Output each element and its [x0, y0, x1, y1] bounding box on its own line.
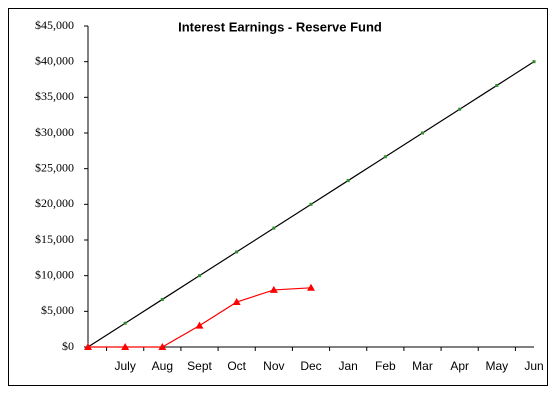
data-point: [84, 343, 92, 350]
data-point: [272, 226, 276, 230]
y-tick-label: $15,000: [35, 232, 74, 246]
data-point: [532, 60, 536, 64]
y-tick-label: $25,000: [35, 160, 74, 174]
y-tick-label: $45,000: [35, 18, 74, 32]
y-tick-label: $40,000: [35, 53, 74, 67]
y-tick-label: $5,000: [41, 303, 74, 317]
data-point: [307, 283, 315, 291]
data-point: [346, 179, 350, 183]
data-point: [121, 343, 130, 350]
data-point: [195, 321, 204, 329]
x-tick-label: Dec: [300, 359, 321, 373]
data-point: [235, 250, 239, 254]
x-tick-label: Jun: [524, 359, 543, 373]
data-point: [232, 298, 241, 306]
y-tick-label: $20,000: [35, 196, 74, 210]
x-tick-label: May: [485, 359, 508, 373]
data-point: [458, 107, 462, 111]
x-tick-label: Aug: [152, 359, 173, 373]
x-tick-label: Mar: [412, 359, 433, 373]
data-point: [269, 285, 278, 293]
x-tick-label: July: [114, 359, 135, 373]
data-point: [198, 274, 201, 278]
y-tick-label: $30,000: [35, 125, 74, 139]
x-tick-label: Sept: [187, 359, 212, 373]
y-tick-label: $0: [62, 339, 74, 353]
data-point: [421, 131, 424, 135]
y-tick-label: $10,000: [35, 267, 74, 281]
data-point: [309, 202, 313, 206]
x-tick-label: Jan: [338, 359, 357, 373]
y-tick-label: $35,000: [35, 89, 74, 103]
chart-border: [8, 8, 548, 386]
data-point: [495, 83, 499, 87]
chart-title: Interest Earnings - Reserve Fund: [178, 19, 382, 34]
data-point: [158, 343, 167, 350]
data-point: [123, 321, 127, 325]
x-tick-label: Oct: [227, 359, 246, 373]
data-point: [383, 155, 387, 159]
x-tick-label: Nov: [263, 359, 284, 373]
x-tick-label: Apr: [450, 359, 469, 373]
x-tick-label: Feb: [375, 359, 396, 373]
data-point: [160, 297, 164, 301]
